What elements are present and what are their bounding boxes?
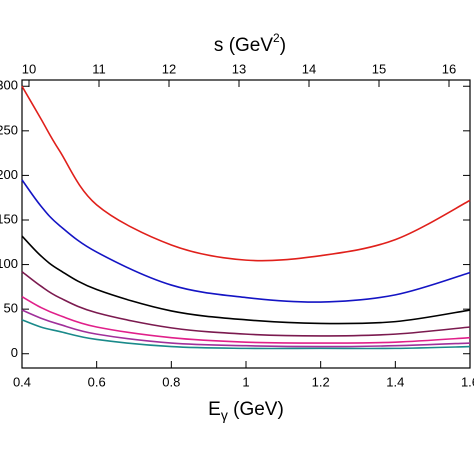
x-tick-label: 1 xyxy=(242,374,249,389)
series-line xyxy=(21,309,471,348)
top-tick-label: 14 xyxy=(302,61,316,76)
x-axis-title-sub: γ xyxy=(221,407,228,423)
x-tick-label: 0.8 xyxy=(162,374,180,389)
y-tick-label: 0 xyxy=(11,345,18,360)
series-line xyxy=(21,85,471,262)
top-axis-title-sup: 2 xyxy=(273,31,280,45)
x-tick-label: 1.6 xyxy=(461,374,474,389)
y-tick-label: 250 xyxy=(0,122,18,137)
series-line xyxy=(21,295,471,344)
top-tick-label: 13 xyxy=(232,61,246,76)
x-axis-title-end: (GeV) xyxy=(228,399,284,420)
y-tick-label: 300 xyxy=(0,78,18,93)
top-tick-label: 11 xyxy=(92,61,106,76)
x-tick-label: 0.4 xyxy=(13,374,31,389)
y-tick-label: 200 xyxy=(0,167,18,182)
top-tick-label: 10 xyxy=(22,61,36,76)
x-axis-title: Eγ (GeV) xyxy=(208,399,284,423)
top-tick-label: 16 xyxy=(442,61,456,76)
series-line xyxy=(21,319,471,350)
top-axis-title-end: ) xyxy=(280,35,286,56)
x-tick-label: 1.2 xyxy=(312,374,330,389)
top-tick-label: 12 xyxy=(162,61,176,76)
x-axis-title-main: E xyxy=(208,399,221,420)
top-tick-label: 15 xyxy=(372,61,386,76)
top-axis-title-main: s (GeV xyxy=(214,35,273,56)
top-axis-title: s (GeV2) xyxy=(214,31,286,56)
x-tick-label: 0.6 xyxy=(88,374,106,389)
series-line xyxy=(21,271,471,337)
y-tick-label: 100 xyxy=(0,256,18,271)
series-line xyxy=(21,179,471,303)
series-line xyxy=(21,235,471,325)
y-tick-label: 50 xyxy=(4,301,18,316)
y-tick-label: 150 xyxy=(0,211,18,226)
x-tick-label: 1.4 xyxy=(386,374,404,389)
